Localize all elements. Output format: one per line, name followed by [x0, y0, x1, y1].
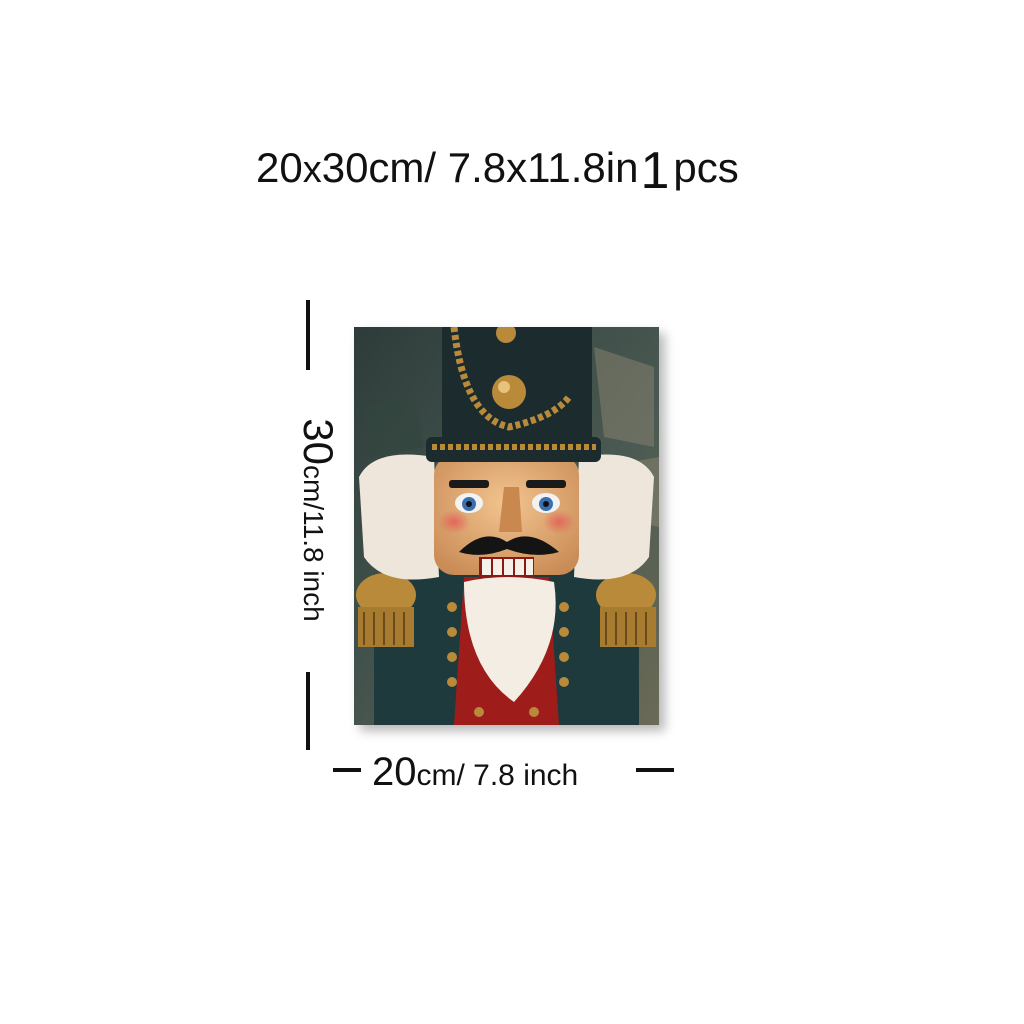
height-dimension-line-top — [306, 300, 310, 370]
canvas-print-image — [354, 327, 659, 725]
width-label: 20cm/ 7.8 inch — [372, 750, 578, 803]
title-width: 20 — [256, 144, 303, 191]
height-unit-text: cm/11.8 inch — [298, 465, 329, 622]
product-size-title: 20x30cm/ 7.8x11.8in1pcs — [256, 140, 739, 197]
width-unit-text: cm/ 7.8 inch — [416, 759, 579, 792]
width-dimension-line-left — [333, 768, 361, 772]
height-dimension-line-bottom — [306, 672, 310, 750]
title-dimensions: 30cm/ 7.8x11.8in — [321, 144, 639, 191]
height-value: 30 — [295, 418, 342, 466]
width-dimension-line-right — [636, 768, 674, 772]
title-quantity-unit: pcs — [673, 144, 739, 191]
nutcracker-painting — [354, 327, 659, 725]
title-quantity: 1 — [640, 142, 670, 200]
width-value: 20 — [372, 750, 417, 794]
title-x: x — [302, 149, 322, 191]
